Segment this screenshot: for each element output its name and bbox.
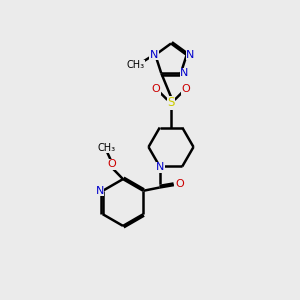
Text: N: N xyxy=(180,68,188,78)
Text: N: N xyxy=(186,50,194,60)
Text: O: O xyxy=(107,159,116,170)
Text: O: O xyxy=(152,84,160,94)
Text: N: N xyxy=(156,162,164,172)
Text: CH₃: CH₃ xyxy=(97,143,115,153)
Text: CH₃: CH₃ xyxy=(127,60,145,70)
Text: N: N xyxy=(150,50,158,60)
Text: O: O xyxy=(182,84,190,94)
Text: O: O xyxy=(176,179,184,189)
Text: S: S xyxy=(167,96,175,110)
Text: N: N xyxy=(95,186,104,196)
